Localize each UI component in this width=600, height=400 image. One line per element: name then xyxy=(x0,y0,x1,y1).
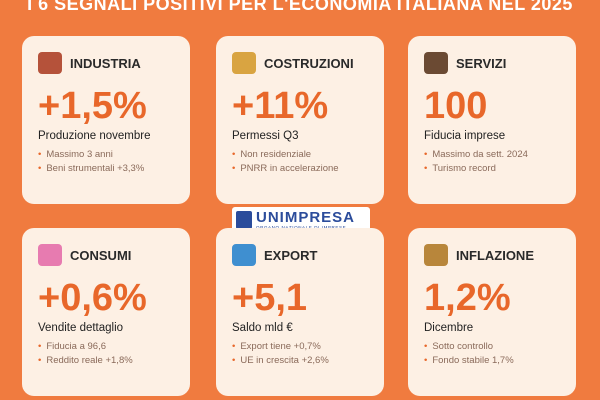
card-header: COSTRUZIONI xyxy=(232,50,368,76)
bullet: Fondo stabile 1,7% xyxy=(424,354,560,368)
card-title: EXPORT xyxy=(264,247,318,263)
card: INDUSTRIA +1,5% Produzione novembre Massimo… xyxy=(22,36,190,204)
bullet-list: Non residenzialePNRR in accelerazione xyxy=(232,148,368,176)
bullet: Beni strumentali +3,3% xyxy=(38,162,174,176)
bullet-list: Fiducia a 96,6Reddito reale +1,8% xyxy=(38,340,174,368)
bullet: Export tiene +0,7% xyxy=(232,340,368,354)
logo-tagline: ORGANO NAZIONALE DI IMPRESE xyxy=(256,225,346,230)
bullet: UE in crescita +2,6% xyxy=(232,354,368,368)
card-title: INFLAZIONE xyxy=(456,247,534,263)
card-label: Fiducia imprese xyxy=(424,130,506,142)
bullet: Massimo da sett. 2024 xyxy=(424,148,560,162)
card: SERVIZI 100 Fiducia imprese Massimo da sett… xyxy=(408,36,576,204)
card-value: 1,2% xyxy=(424,277,511,319)
card: COSTRUZIONI +11% Permessi Q3 Non residenzia… xyxy=(216,36,384,204)
bullet: Turismo record xyxy=(424,162,560,176)
card-icon xyxy=(232,244,256,266)
card-title: CONSUMI xyxy=(70,247,132,263)
card-header: INDUSTRIA xyxy=(38,50,174,76)
card-label: Dicembre xyxy=(424,322,474,334)
card-value: +1,5% xyxy=(38,85,147,127)
bullet: PNRR in accelerazione xyxy=(232,162,368,176)
card-value: 100 xyxy=(424,85,488,127)
bullet: Massimo 3 anni xyxy=(38,148,174,162)
card: INFLAZIONE 1,2% Dicembre Sotto controlloFon… xyxy=(408,228,576,396)
card-title: INDUSTRIA xyxy=(70,55,141,71)
card-label: Vendite dettaglio xyxy=(38,322,124,334)
bullet-list: Sotto controlloFondo stabile 1,7% xyxy=(424,340,560,368)
card-label: Permessi Q3 xyxy=(232,130,299,142)
card: CONSUMI +0,6% Vendite dettaglio Fiducia a 9… xyxy=(22,228,190,396)
card-label: Saldo mld € xyxy=(232,322,293,334)
card: EXPORT +5,1 Saldo mld € Export tiene +0,7%U… xyxy=(216,228,384,396)
logo-mark xyxy=(236,211,252,229)
card-title: SERVIZI xyxy=(456,55,507,71)
bullet-list: Massimo da sett. 2024Turismo record xyxy=(424,148,560,176)
card-value: +11% xyxy=(232,85,329,127)
card-icon xyxy=(424,52,448,74)
card-header: SERVIZI xyxy=(424,50,560,76)
logo-name: UNIMPRESA xyxy=(256,209,356,226)
card-header: EXPORT xyxy=(232,242,368,268)
bullet: Sotto controllo xyxy=(424,340,560,354)
card-icon xyxy=(38,52,62,74)
header-title: I 6 SEGNALI POSITIVI PER L'ECONOMIA ITAL… xyxy=(27,0,573,14)
card-icon xyxy=(38,244,62,266)
card-label: Produzione novembre xyxy=(38,130,151,142)
bullet-list: Massimo 3 anniBeni strumentali +3,3% xyxy=(38,148,174,176)
bullet: Non residenziale xyxy=(232,148,368,162)
bullet: Fiducia a 96,6 xyxy=(38,340,174,354)
card-header: CONSUMI xyxy=(38,242,174,268)
card-title: COSTRUZIONI xyxy=(264,55,354,71)
card-icon xyxy=(424,244,448,266)
card-header: INFLAZIONE xyxy=(424,242,560,268)
card-icon xyxy=(232,52,256,74)
card-value: +5,1 xyxy=(232,277,308,319)
bullet-list: Export tiene +0,7%UE in crescita +2,6% xyxy=(232,340,368,368)
card-value: +0,6% xyxy=(38,277,147,319)
bullet: Reddito reale +1,8% xyxy=(38,354,174,368)
